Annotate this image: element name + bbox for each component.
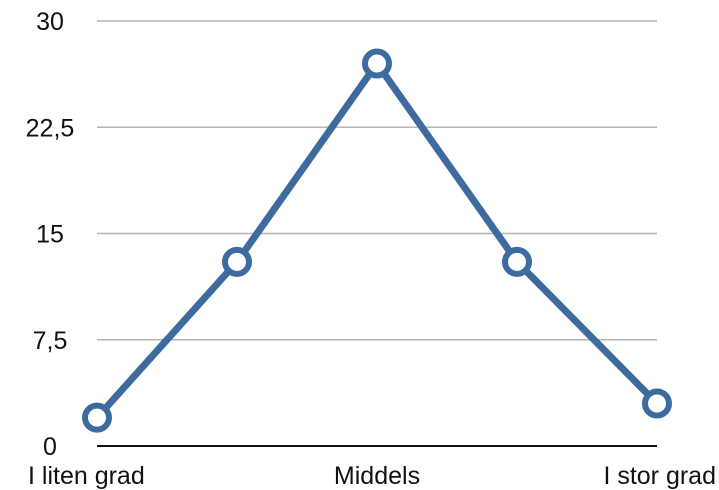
x-tick-label: I stor grad <box>603 462 716 490</box>
series-group <box>82 48 672 433</box>
y-tick-label: 7,5 <box>33 327 68 355</box>
y-tick-label: 30 <box>36 8 64 36</box>
y-tick-label: 0 <box>43 433 57 461</box>
x-tick-label: I liten grad <box>28 462 145 490</box>
gridlines <box>97 20 657 341</box>
data-point <box>642 388 672 419</box>
y-axis-tick-labels: 0 7,5 15 22,5 30 <box>26 8 75 461</box>
data-point <box>502 246 532 277</box>
x-tick-label: Middels <box>334 462 420 490</box>
y-tick-label: 22,5 <box>26 114 75 142</box>
x-axis-tick-labels: I liten grad Middels I stor grad <box>28 462 716 490</box>
data-point <box>82 402 112 433</box>
series-line <box>93 60 661 422</box>
y-tick-label: 15 <box>36 221 64 249</box>
data-point <box>362 48 392 79</box>
data-point <box>222 246 252 277</box>
